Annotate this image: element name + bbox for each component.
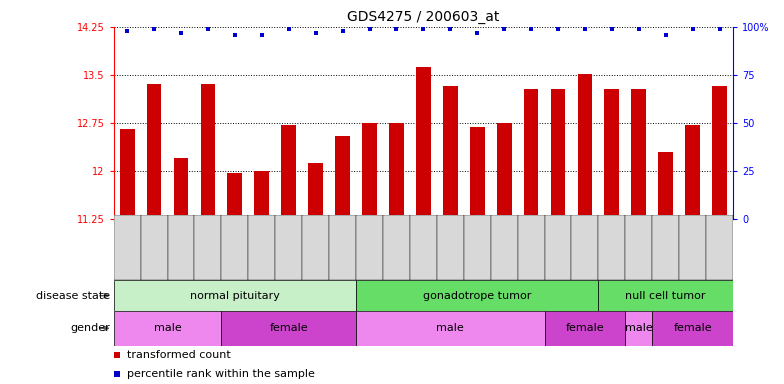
Bar (679, 215, 706, 280)
Bar (383, 215, 410, 280)
Text: transformed count: transformed count (127, 350, 231, 360)
Bar (281, 125, 296, 219)
Bar (437, 215, 464, 280)
Bar (168, 215, 194, 280)
Bar (356, 280, 598, 311)
Bar (356, 311, 545, 346)
Bar (626, 215, 652, 280)
Bar (545, 215, 572, 280)
Bar (685, 125, 700, 219)
Bar (302, 215, 329, 280)
Bar (114, 215, 140, 280)
Bar (524, 89, 539, 219)
Bar (221, 215, 249, 280)
Bar (497, 123, 511, 219)
Bar (652, 215, 679, 280)
Bar (227, 173, 242, 219)
Text: null cell tumor: null cell tumor (626, 291, 706, 301)
Bar (626, 311, 652, 346)
Bar (578, 74, 593, 219)
Bar (275, 215, 302, 280)
Bar (545, 311, 626, 346)
Bar (572, 215, 598, 280)
Bar (443, 86, 458, 219)
Bar (652, 311, 733, 346)
Bar (221, 311, 356, 346)
Text: female: female (673, 323, 712, 333)
Bar (173, 158, 188, 219)
Bar (410, 215, 437, 280)
Bar (329, 215, 356, 280)
Bar (147, 84, 162, 219)
Bar (389, 123, 404, 219)
Bar (362, 123, 377, 219)
Title: GDS4275 / 200603_at: GDS4275 / 200603_at (347, 10, 499, 25)
Bar (336, 136, 350, 219)
Text: gonadotrope tumor: gonadotrope tumor (423, 291, 532, 301)
Text: female: female (270, 323, 308, 333)
Text: disease state: disease state (35, 291, 110, 301)
Text: gender: gender (70, 323, 110, 333)
Text: female: female (565, 323, 604, 333)
Bar (712, 86, 727, 219)
Bar (598, 215, 626, 280)
Text: male: male (625, 323, 652, 333)
Bar (114, 280, 356, 311)
Bar (140, 215, 168, 280)
Bar (464, 215, 491, 280)
Bar (120, 129, 135, 219)
Bar (201, 84, 216, 219)
Bar (416, 66, 430, 219)
Bar (254, 171, 269, 219)
Bar (356, 215, 383, 280)
Bar (308, 163, 323, 219)
Bar (598, 280, 733, 311)
Bar (659, 152, 673, 219)
Bar (706, 215, 733, 280)
Bar (194, 215, 221, 280)
Text: male: male (154, 323, 181, 333)
Text: percentile rank within the sample: percentile rank within the sample (127, 369, 315, 379)
Bar (470, 127, 485, 219)
Text: male: male (437, 323, 464, 333)
Bar (491, 215, 517, 280)
Bar (550, 89, 565, 219)
Bar (517, 215, 545, 280)
Bar (249, 215, 275, 280)
Text: normal pituitary: normal pituitary (190, 291, 280, 301)
Bar (114, 311, 221, 346)
Bar (631, 89, 646, 219)
Bar (604, 89, 619, 219)
